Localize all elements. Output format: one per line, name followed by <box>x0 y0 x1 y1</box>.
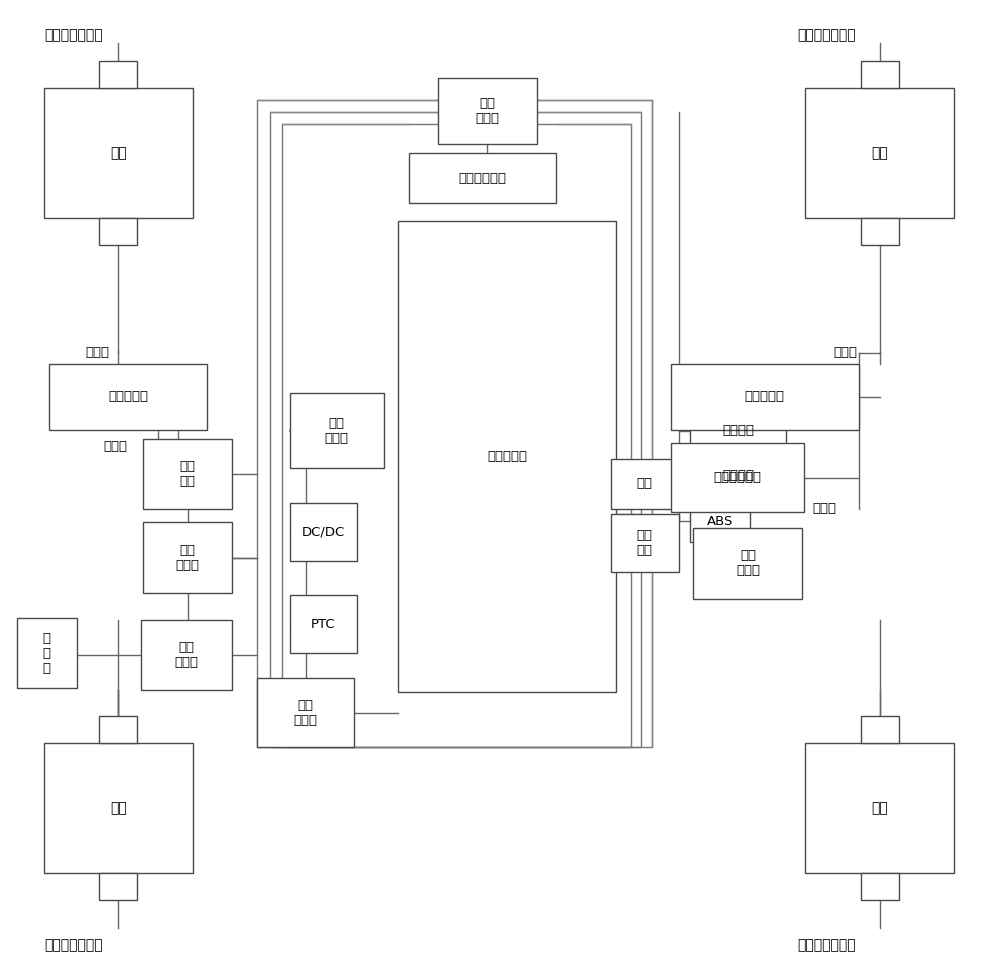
Bar <box>611 515 678 572</box>
Bar <box>693 528 802 599</box>
Bar <box>398 220 616 692</box>
Text: 加速踏板: 加速踏板 <box>722 469 754 483</box>
Bar <box>99 218 137 246</box>
Text: 前轮: 前轮 <box>871 147 888 160</box>
Text: 自动轮边离合器: 自动轮边离合器 <box>798 939 856 953</box>
Text: 高压
控制箱: 高压 控制箱 <box>294 699 318 726</box>
Text: 换挡: 换挡 <box>637 477 653 490</box>
Bar <box>805 88 954 218</box>
Bar <box>143 522 232 593</box>
Text: 充
电
口: 充 电 口 <box>43 631 51 675</box>
Text: 电池管理系统: 电池管理系统 <box>458 172 506 184</box>
Bar <box>44 743 193 873</box>
Bar <box>861 873 899 900</box>
Text: 空调
压缩机: 空调 压缩机 <box>325 417 349 445</box>
Text: 动力电池箱: 动力电池箱 <box>487 451 527 463</box>
Text: 传动轴: 传动轴 <box>812 502 836 515</box>
Bar <box>257 100 652 748</box>
Bar <box>270 112 641 748</box>
Bar <box>282 123 631 748</box>
Text: 驱动
电机: 驱动 电机 <box>180 460 196 488</box>
Bar <box>49 364 207 429</box>
Bar <box>671 443 804 513</box>
Text: 传动轴: 传动轴 <box>103 440 127 452</box>
Bar <box>290 503 357 560</box>
Bar <box>141 620 232 689</box>
Text: 电机
控制器: 电机 控制器 <box>736 550 760 578</box>
Text: 制动踏板: 制动踏板 <box>722 424 754 437</box>
Text: 自动变速器: 自动变速器 <box>745 390 785 403</box>
Bar <box>690 500 750 542</box>
Bar <box>143 439 232 509</box>
Text: 整车
控制器: 整车 控制器 <box>475 97 499 125</box>
Text: PTC: PTC <box>311 618 336 630</box>
Text: 车载
充电机: 车载 充电机 <box>175 641 199 669</box>
Bar <box>690 410 786 452</box>
Text: 后轮: 后轮 <box>110 147 127 160</box>
Text: 传动轴: 传动轴 <box>85 346 109 359</box>
Bar <box>861 716 899 743</box>
Text: 传动轴: 传动轴 <box>833 346 857 359</box>
Bar <box>409 153 556 204</box>
Bar <box>805 743 954 873</box>
Text: ABS: ABS <box>707 515 733 527</box>
Text: 前轮: 前轮 <box>871 801 888 815</box>
Text: DC/DC: DC/DC <box>302 525 345 538</box>
Bar <box>290 595 357 653</box>
Bar <box>99 61 137 88</box>
Bar <box>290 393 384 468</box>
Text: 后轮: 后轮 <box>110 801 127 815</box>
Bar <box>257 678 354 748</box>
Bar <box>99 873 137 900</box>
Bar <box>611 458 678 509</box>
Text: 自动轮边离合器: 自动轮边离合器 <box>798 28 856 42</box>
Text: 自动变速器: 自动变速器 <box>108 390 148 403</box>
Bar <box>861 61 899 88</box>
Text: 电机
控制器: 电机 控制器 <box>176 544 200 572</box>
Bar <box>438 79 537 144</box>
Text: 自动轮边离合器: 自动轮边离合器 <box>44 28 102 42</box>
Text: 驻车
制动: 驻车 制动 <box>637 529 653 557</box>
Bar <box>671 364 859 429</box>
Bar <box>44 88 193 218</box>
Bar <box>99 716 137 743</box>
Bar <box>690 454 786 497</box>
Text: 后轮驱动电机: 后轮驱动电机 <box>714 471 762 485</box>
Bar <box>861 218 899 246</box>
Bar <box>17 619 77 687</box>
Text: 自动轮边离合器: 自动轮边离合器 <box>44 939 102 953</box>
